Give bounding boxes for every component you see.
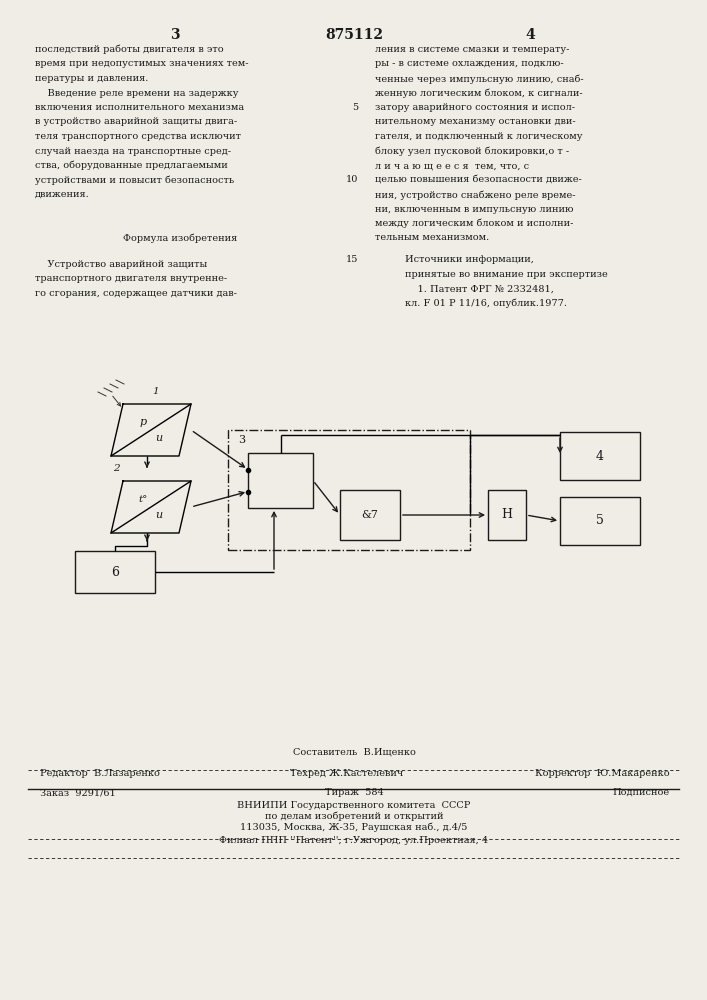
Text: устройствами и повысит безопасность: устройствами и повысит безопасность <box>35 176 234 185</box>
Text: Формула изобретения: Формула изобретения <box>123 233 237 243</box>
Text: 1. Патент ФРГ № 2332481,: 1. Патент ФРГ № 2332481, <box>405 284 554 293</box>
Text: ления в системе смазки и температу-: ления в системе смазки и температу- <box>375 45 569 54</box>
Text: u: u <box>156 433 163 443</box>
Text: 4: 4 <box>525 28 535 42</box>
Text: ры - в системе охлаждения, подклю-: ры - в системе охлаждения, подклю- <box>375 60 563 68</box>
Bar <box>248 453 313 508</box>
Text: время при недопустимых значениях тем-: время при недопустимых значениях тем- <box>35 60 248 68</box>
Text: тельным механизмом.: тельным механизмом. <box>375 233 489 242</box>
Text: 113035, Москва, Ж-35, Раушская наб., д.4/5: 113035, Москва, Ж-35, Раушская наб., д.4… <box>240 822 468 832</box>
Text: ченные через импульсную линию, снаб-: ченные через импульсную линию, снаб- <box>375 74 583 84</box>
Text: t°: t° <box>139 494 148 504</box>
Text: 1: 1 <box>153 387 159 396</box>
Text: женную логическим блоком, к сигнали-: женную логическим блоком, к сигнали- <box>375 89 583 98</box>
Text: 5: 5 <box>352 103 358 112</box>
Text: целью повышения безопасности движе-: целью повышения безопасности движе- <box>375 176 582 184</box>
Text: 5: 5 <box>596 514 604 528</box>
Text: л и ч а ю щ е е с я  тем, что, с: л и ч а ю щ е е с я тем, что, с <box>375 161 529 170</box>
Text: 10: 10 <box>346 176 358 184</box>
Text: 6: 6 <box>111 566 119 578</box>
Text: p: p <box>139 417 146 427</box>
Bar <box>75 551 155 593</box>
Text: теля транспортного средства исключит: теля транспортного средства исключит <box>35 132 241 141</box>
Text: Составитель  В.Ищенко: Составитель В.Ищенко <box>293 748 416 757</box>
Text: гателя, и подключенный к логическому: гателя, и подключенный к логическому <box>375 132 583 141</box>
Text: ни, включенным в импульсную линию: ни, включенным в импульсную линию <box>375 205 573 214</box>
Text: Корректор  Ю.Макаренко: Корректор Ю.Макаренко <box>535 769 670 778</box>
Text: ства, оборудованные предлагаемыми: ства, оборудованные предлагаемыми <box>35 161 228 170</box>
Bar <box>560 432 640 480</box>
Text: движения.: движения. <box>35 190 90 199</box>
Text: Введение реле времени на задержку: Введение реле времени на задержку <box>35 89 238 98</box>
Text: в устройство аварийной защиты двига-: в устройство аварийной защиты двига- <box>35 117 237 126</box>
Text: ния, устройство снабжено реле време-: ния, устройство снабжено реле време- <box>375 190 575 200</box>
Text: случай наезда на транспортные сред-: случай наезда на транспортные сред- <box>35 146 231 155</box>
Text: го сгорания, содержащее датчики дав-: го сгорания, содержащее датчики дав- <box>35 289 237 298</box>
Text: 3: 3 <box>238 435 245 445</box>
Text: включения исполнительного механизма: включения исполнительного механизма <box>35 103 244 112</box>
Text: Редактор  В.Лазаренко: Редактор В.Лазаренко <box>40 769 160 778</box>
Text: нительному механизму остановки дви-: нительному механизму остановки дви- <box>375 117 575 126</box>
Bar <box>228 430 470 550</box>
Text: транспортного двигателя внутренне-: транспортного двигателя внутренне- <box>35 274 227 283</box>
Text: 875112: 875112 <box>325 28 383 42</box>
Text: Техред Ж.Кастелевич: Техред Ж.Кастелевич <box>290 769 403 778</box>
Text: 15: 15 <box>346 255 358 264</box>
Text: между логическим блоком и исполни-: между логическим блоком и исполни- <box>375 219 573 229</box>
Text: Заказ  9291/61: Заказ 9291/61 <box>40 788 116 797</box>
Text: Устройство аварийной защиты: Устройство аварийной защиты <box>35 260 207 269</box>
Text: блоку узел пусковой блокировки,о т -: блоку узел пусковой блокировки,о т - <box>375 146 569 156</box>
Bar <box>340 490 400 540</box>
Bar <box>488 490 526 540</box>
Text: Источники информации,: Источники информации, <box>405 255 534 264</box>
Text: 2: 2 <box>112 464 119 473</box>
Text: 4: 4 <box>596 450 604 462</box>
Text: по делам изобретений и открытий: по делам изобретений и открытий <box>264 812 443 821</box>
Text: принятые во внимание при экспертизе: принятые во внимание при экспертизе <box>405 270 608 279</box>
Text: Подписное: Подписное <box>613 788 670 797</box>
Text: Филиал ППП ''Патент'', г.Ужгород, ул.Проектная, 4: Филиал ППП ''Патент'', г.Ужгород, ул.Про… <box>219 836 489 845</box>
Text: 3: 3 <box>170 28 180 42</box>
Text: затору аварийного состояния и испол-: затору аварийного состояния и испол- <box>375 103 575 112</box>
Text: Тираж  584: Тираж 584 <box>325 788 383 797</box>
Bar <box>560 497 640 545</box>
Text: последствий работы двигателя в это: последствий работы двигателя в это <box>35 45 223 54</box>
Text: пературы и давления.: пературы и давления. <box>35 74 148 83</box>
Text: кл. F 01 P 11/16, опублик.1977.: кл. F 01 P 11/16, опублик.1977. <box>405 299 567 308</box>
Text: ВНИИПИ Государственного комитета  СССР: ВНИИПИ Государственного комитета СССР <box>238 801 471 810</box>
Text: Н: Н <box>501 508 513 522</box>
Text: u: u <box>156 510 163 520</box>
Text: &7: &7 <box>361 510 378 520</box>
